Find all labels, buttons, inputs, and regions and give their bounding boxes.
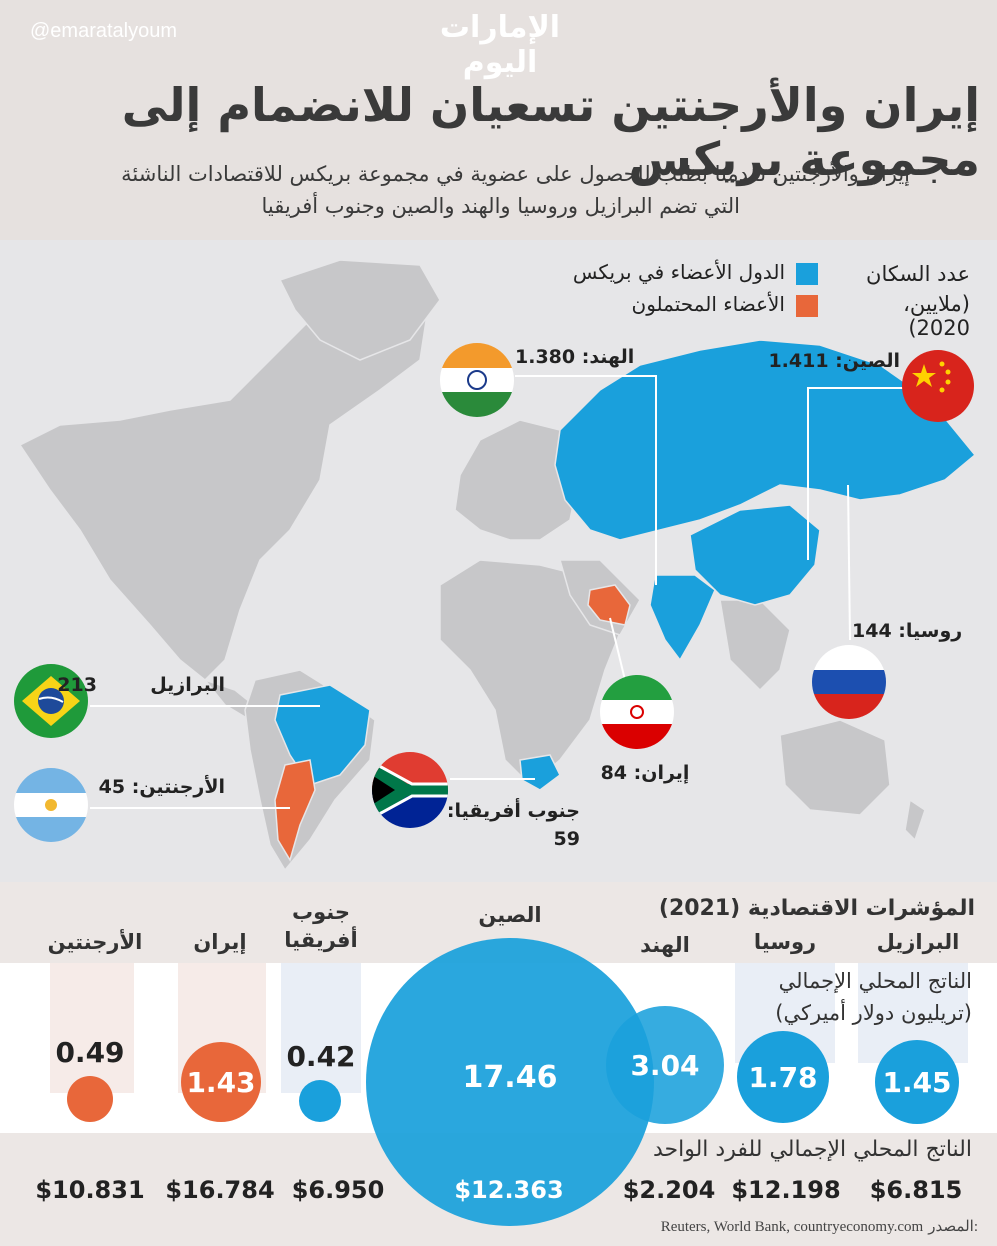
world-map	[18, 259, 977, 872]
subtitle: إيران والأرجنتين تقدمتا بطلب للحصول على …	[40, 158, 910, 222]
china-flag-icon	[902, 350, 974, 422]
bubble-gdp-india: 3.04	[606, 1006, 724, 1124]
iran-flag-icon	[600, 675, 674, 749]
russia-population-label: روسيا: 144	[852, 620, 963, 642]
source-text: Reuters, World Bank, countryeconomy.com	[660, 1219, 924, 1235]
argentina-shape	[274, 759, 316, 862]
page-title: إيران والأرجنتين تسعيان للانضمام إلى مجم…	[121, 78, 980, 186]
subtitle-line-2: التي تضم البرازيل وروسيا والهند والصين و…	[261, 194, 740, 218]
south-africa-shape	[519, 754, 561, 791]
gdp-value-india: 3.04	[630, 1048, 700, 1082]
gdp-label: الناتج المحلي الإجمالي (تريليون دولار أم…	[740, 965, 972, 1029]
gdppc-argentina: $10.831	[35, 1176, 145, 1204]
brazil-population-label: البرازيل 213	[57, 674, 225, 696]
south-africa-value: 59	[553, 828, 580, 850]
south-africa-name: جنوب أفريقيا:	[446, 800, 580, 822]
column-head-russia: روسيا	[753, 930, 817, 954]
gdppc-brazil: $6.815	[869, 1176, 963, 1204]
south-africa-column-tint	[281, 963, 361, 1093]
gdp-value-south-africa: 0.42	[286, 1040, 356, 1073]
brazil-shape	[274, 684, 371, 786]
argentina-flag-icon	[14, 768, 88, 842]
column-head-brazil: البرازيل	[876, 930, 960, 954]
gdppc-label: الناتج المحلي الإجمالي للفرد الواحد	[652, 1137, 972, 1162]
legend-members-label: الدول الأعضاء في بريكس	[572, 260, 785, 284]
bubble-gdp-iran: 1.43	[181, 1042, 261, 1122]
column-head-iran: إيران	[193, 930, 247, 954]
bubble-gdp-south-africa	[299, 1080, 341, 1122]
gdp-value-china: 17.46	[462, 1059, 558, 1095]
column-head-argentina: الأرجنتين	[47, 930, 143, 954]
bubble-gdp-russia: 1.78	[737, 1031, 829, 1123]
china-leader-line	[807, 387, 905, 560]
bubble-gdp-brazil: 1.45	[875, 1040, 959, 1124]
bubble-gdp-china: 17.46	[366, 938, 654, 1226]
gdppc-iran: $16.784	[165, 1176, 275, 1204]
greenland-shape	[278, 259, 441, 361]
south-africa-population-label: جنوب أفريقيا: 59	[446, 800, 580, 850]
legend-population-title-line1: عدد السكان	[866, 262, 970, 286]
bubble-gdp-argentina	[67, 1076, 113, 1122]
legend-members-swatch	[796, 263, 818, 285]
brazil-flag-icon	[14, 664, 88, 738]
china-shape	[689, 504, 821, 606]
china-population-label: الصين: 1.411	[768, 350, 900, 372]
new-zealand-shape	[904, 798, 926, 842]
gdp-label-line2: (تريليون دولار أميركي)	[775, 1001, 972, 1025]
logo: الإمارات اليوم	[439, 10, 561, 80]
india-leader-line	[515, 375, 657, 585]
gdppc-china: $12.363	[454, 1176, 564, 1204]
southeast-asia-shape	[719, 599, 791, 692]
legend-candidates-label: الأعضاء المحتملون	[631, 292, 785, 316]
iran-leader-line	[609, 617, 626, 681]
iran-population-label: إيران: 84	[600, 762, 690, 784]
legend-candidates-swatch	[796, 295, 818, 317]
south-africa-flag-icon	[372, 752, 448, 828]
gdp-value-argentina: 0.49	[55, 1036, 125, 1069]
brazil-name: البرازيل	[150, 674, 225, 696]
gdp-value-brazil: 1.45	[882, 1065, 952, 1099]
legend-population-title-line2: (ملايين، 2020)	[903, 292, 970, 340]
legend-population-title: عدد السكان (ملايين، 2020)	[840, 262, 970, 340]
africa-shape	[439, 559, 626, 787]
north-america-shape	[18, 279, 431, 682]
europe-shape	[454, 419, 581, 541]
gdppc-russia: $12.198	[731, 1176, 841, 1204]
russia-shape	[554, 339, 977, 541]
india-population-label: الهند: 1.380	[515, 346, 635, 368]
subtitle-line-1: إيران والأرجنتين تقدمتا بطلب للحصول على …	[121, 162, 910, 186]
brazil-value: 213	[57, 674, 97, 696]
russia-leader-line	[847, 484, 851, 641]
india-flag-icon	[440, 343, 514, 417]
social-handle: @emaratalyoum	[30, 20, 178, 42]
russia-flag-icon	[812, 645, 886, 719]
argentina-population-label: الأرجنتين: 45	[98, 776, 225, 798]
source-label: المصدر:	[928, 1219, 978, 1235]
column-head-south-africa-line2: أفريقيا	[284, 928, 358, 952]
column-head-india: الهند	[640, 933, 690, 957]
india-shape	[649, 574, 716, 662]
column-head-south-africa-line1: جنوب	[292, 900, 350, 924]
iran-shape	[587, 584, 631, 626]
argentina-column-tint	[50, 963, 134, 1093]
source-line: Reuters, World Bank, countryeconomy.com …	[600, 1216, 978, 1236]
gdppc-south-africa: $6.950	[291, 1176, 385, 1204]
gdp-value-iran: 1.43	[186, 1065, 256, 1099]
column-head-china: الصين	[478, 903, 542, 927]
gdp-label-line1: الناتج المحلي الإجمالي	[778, 969, 972, 993]
column-head-south-africa: جنوب أفريقيا	[275, 898, 367, 954]
gdppc-india: $2.204	[622, 1176, 716, 1204]
gdp-value-russia: 1.78	[748, 1060, 818, 1094]
header	[0, 0, 997, 240]
australia-shape	[779, 719, 891, 816]
economy-section-title: المؤشرات الاقتصادية (2021)	[658, 896, 975, 921]
